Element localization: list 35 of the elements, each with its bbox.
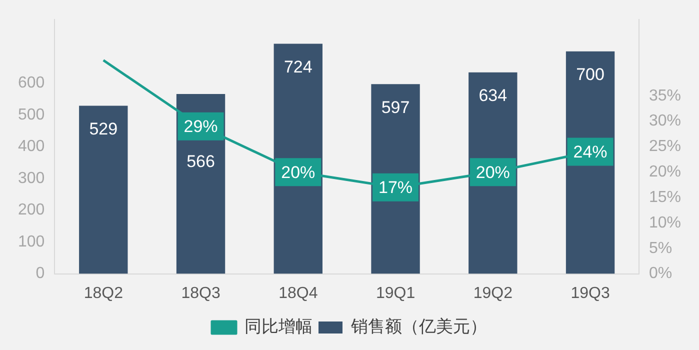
x-tick-label: 18Q4 [278, 284, 318, 302]
x-tick-label: 19Q3 [570, 284, 610, 302]
data-label: 566 [186, 152, 215, 172]
bar [79, 106, 128, 274]
data-label: 597 [381, 98, 410, 117]
y-tick-label: 600 [18, 74, 45, 92]
y2-tick-label: 0% [648, 265, 672, 282]
y2-tick-label: 20% [648, 164, 682, 181]
data-label: 20% [281, 162, 316, 182]
y-tick-label: 100 [18, 233, 45, 250]
x-tick-label: 19Q2 [473, 284, 513, 302]
y-tick-label: 300 [18, 170, 45, 187]
y2-tick-label: 30% [648, 112, 682, 130]
legend-label: 同比增幅 [244, 316, 312, 337]
y-tick-label: 200 [18, 202, 45, 219]
x-tick-label: 19Q1 [376, 284, 416, 302]
data-label: 17% [378, 178, 413, 198]
y-tick-label: 400 [18, 138, 45, 156]
y2-tick-label: 10% [648, 214, 682, 232]
data-label: 724 [284, 57, 312, 76]
y-tick-label: 500 [18, 106, 45, 124]
y2-tick-label: 35% [648, 87, 682, 104]
data-label: 24% [573, 142, 608, 162]
data-label: 634 [478, 86, 508, 106]
y2-tick-label: 25% [648, 138, 682, 156]
data-label: 700 [576, 65, 604, 84]
data-label: 29% [184, 117, 218, 136]
data-label: 20% [476, 162, 510, 182]
x-tick-label: 18Q2 [84, 284, 124, 302]
x-tick-label: 18Q3 [181, 284, 220, 302]
y2-tick-label: 5% [648, 240, 672, 257]
y-tick-label: 0 [36, 265, 45, 282]
legend-label: 销售额（亿美元） [350, 316, 487, 337]
y2-tick-label: 15% [648, 188, 682, 206]
data-label: 529 [89, 119, 118, 138]
